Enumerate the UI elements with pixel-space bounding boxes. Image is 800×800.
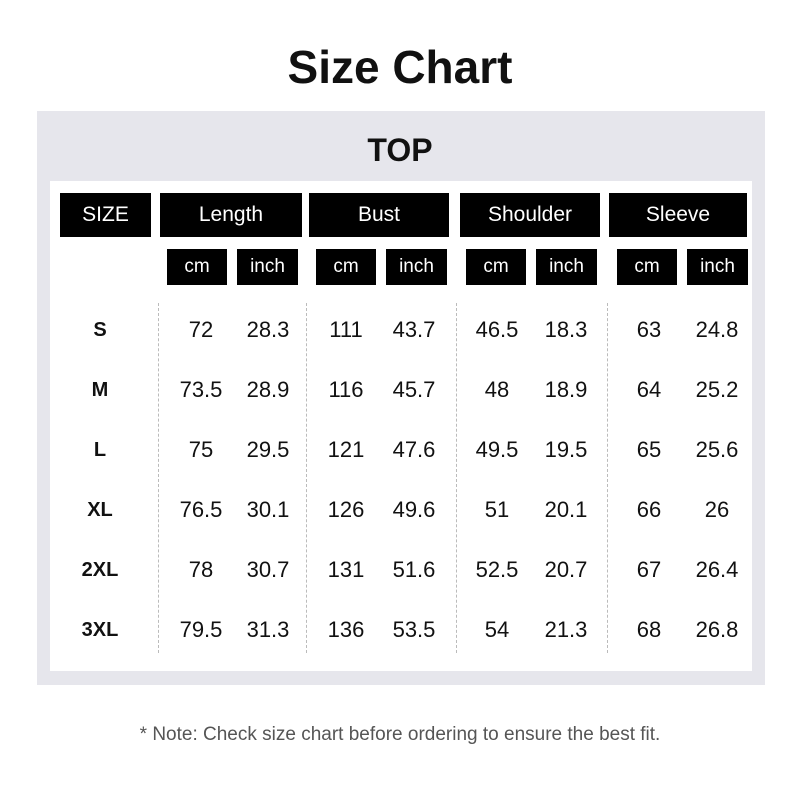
table-cell: 31.3 [246, 617, 290, 642]
table-cell: 72 [188, 317, 214, 342]
column-divider [306, 303, 307, 653]
column-divider [158, 303, 159, 653]
table-cell: 121 [327, 437, 365, 462]
table-cell: 25.6 [695, 437, 739, 462]
unit-header: cm [617, 249, 677, 285]
unit-header: inch [386, 249, 447, 285]
column-header-4: Sleeve [609, 193, 747, 237]
table-cell: 49.6 [392, 497, 436, 522]
table-cell: 51.6 [392, 557, 436, 582]
unit-header: cm [167, 249, 227, 285]
column-header-2: Bust [309, 193, 449, 237]
table-cell: 75 [188, 437, 214, 462]
table-cell: 28.3 [246, 317, 290, 342]
note-text: * Note: Check size chart before ordering… [139, 724, 661, 745]
unit-header: cm [466, 249, 526, 285]
table-cell: 18.9 [544, 377, 588, 402]
unit-header: inch [237, 249, 298, 285]
table-cell: 53.5 [392, 617, 436, 642]
table-cell: 111 [329, 317, 363, 342]
table-cell: 116 [328, 377, 364, 402]
unit-header: cm [316, 249, 376, 285]
table-cell: 20.1 [544, 497, 588, 522]
table-cell: 29.5 [246, 437, 290, 462]
table-cell: 18.3 [544, 317, 588, 342]
table-cell: 26.4 [695, 557, 739, 582]
table-cell: 21.3 [544, 617, 588, 642]
table-cell: 68 [636, 617, 662, 642]
table-cell: 30.7 [246, 557, 290, 582]
table-cell: 54 [484, 617, 510, 642]
size-label: S [93, 319, 107, 341]
table-cell: 131 [327, 557, 365, 582]
table-cell: 20.7 [544, 557, 588, 582]
size-label: M [91, 379, 109, 401]
column-header-1: Length [160, 193, 302, 237]
table-cell: 79.5 [179, 617, 223, 642]
table-cell: 26 [704, 497, 730, 522]
table-cell: 26.8 [695, 617, 739, 642]
table-cell: 63 [636, 317, 662, 342]
table-cell: 47.6 [392, 437, 436, 462]
table-cell: 19.5 [544, 437, 588, 462]
table-cell: 52.5 [475, 557, 519, 582]
table-cell: 24.8 [695, 317, 739, 342]
column-divider [607, 303, 608, 653]
table-cell: 65 [636, 437, 662, 462]
table-cell: 43.7 [392, 317, 436, 342]
size-label: XL [87, 499, 113, 521]
table-cell: 78 [188, 557, 214, 582]
table-cell: 48 [484, 377, 510, 402]
column-header-3: Shoulder [460, 193, 600, 237]
table-cell: 76.5 [179, 497, 223, 522]
size-label: 2XL [81, 559, 119, 581]
table-cell: 66 [636, 497, 662, 522]
table-cell: 49.5 [475, 437, 519, 462]
table-cell: 28.9 [246, 377, 290, 402]
size-label: L [93, 439, 107, 461]
unit-header: inch [687, 249, 748, 285]
table-cell: 73.5 [179, 377, 223, 402]
column-divider [456, 303, 457, 653]
size-label: 3XL [81, 619, 119, 641]
table-cell: 64 [636, 377, 662, 402]
page-title: Size Chart [287, 41, 513, 93]
table-cell: 45.7 [392, 377, 436, 402]
table-cell: 136 [327, 617, 365, 642]
table-cell: 30.1 [246, 497, 290, 522]
column-header-0: SIZE [60, 193, 151, 237]
table-cell: 25.2 [695, 377, 739, 402]
table-cell: 51 [484, 497, 510, 522]
table-cell: 126 [327, 497, 365, 522]
table-cell: 67 [636, 557, 662, 582]
table-cell: 46.5 [475, 317, 519, 342]
section-title: TOP [367, 132, 433, 168]
unit-header: inch [536, 249, 597, 285]
